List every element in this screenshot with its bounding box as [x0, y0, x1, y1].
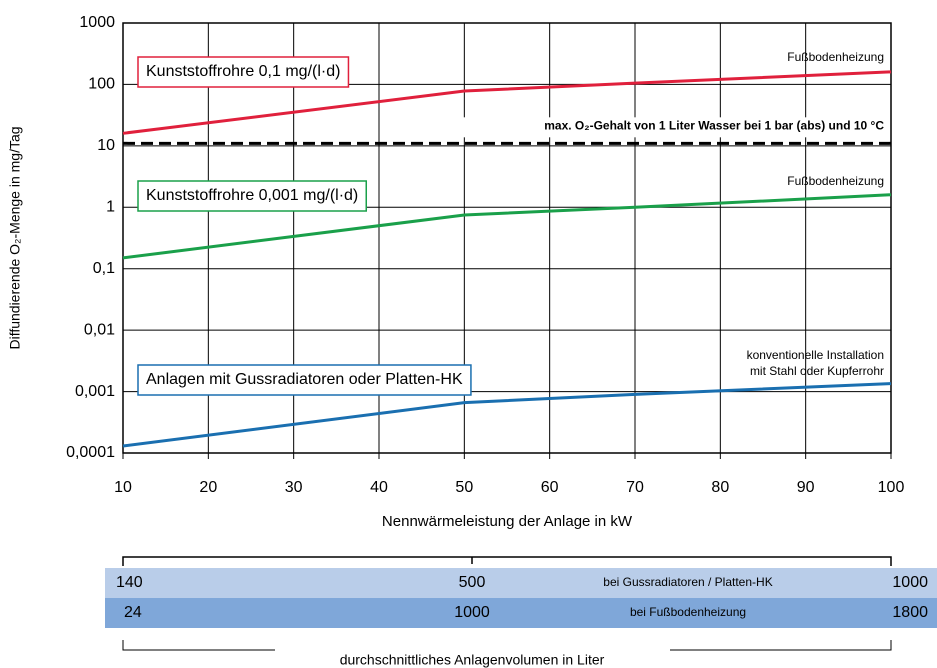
table-cell: bei Fußbodenheizung [630, 605, 746, 619]
x-tick-label: 30 [285, 479, 303, 496]
x-tick-label: 80 [711, 479, 729, 496]
legend-label: Kunststoffrohre 0,1 mg/(l·d) [146, 63, 340, 80]
table-cell: 1000 [892, 574, 928, 591]
y-tick-label: 1 [106, 199, 115, 216]
table-caption: durchschnittliches Anlagenvolumen in Lit… [340, 652, 605, 668]
x-axis-label: Nennwärmeleistung der Anlage in kW [382, 513, 633, 530]
series-line [122, 382, 892, 448]
table-cell: 140 [116, 574, 143, 591]
annotation: Fußbodenheizung [787, 174, 884, 188]
x-tick-label: 10 [114, 479, 132, 496]
x-tick-label: 90 [797, 479, 815, 496]
series-line [122, 193, 892, 260]
x-tick-label: 70 [626, 479, 644, 496]
legend-label: Anlagen mit Gussradiatoren oder Platten-… [146, 371, 463, 388]
y-tick-label: 0,1 [93, 260, 115, 277]
series-line [122, 70, 892, 135]
legend-label: Kunststoffrohre 0,001 mg/(l·d) [146, 187, 358, 204]
y-tick-label: 0,001 [75, 383, 115, 400]
y-tick-label: 10 [97, 137, 115, 154]
table-row-bg [105, 598, 937, 628]
x-tick-label: 100 [878, 479, 905, 496]
reference-label: max. O₂-Gehalt von 1 Liter Wasser bei 1 … [544, 118, 884, 132]
y-tick-label: 100 [88, 76, 115, 93]
label-bg [410, 117, 888, 138]
table-cell: bei Gussradiatoren / Platten-HK [603, 575, 772, 589]
table-row-bg [105, 568, 937, 598]
bracket [122, 640, 892, 651]
annotation: Fußbodenheizung [787, 50, 884, 64]
y-tick-label: 0,01 [84, 321, 115, 338]
table-cell: 500 [459, 574, 486, 591]
table-cell: 24 [124, 604, 142, 621]
legend-box [137, 364, 472, 396]
annotation: konventionelle Installation [747, 348, 884, 362]
bracket [122, 556, 892, 566]
y-axis-label: Diffundierende O₂-Menge in mg/Tag [7, 126, 23, 349]
legend-box [137, 56, 350, 88]
x-tick-label: 60 [541, 479, 559, 496]
table-cell: 1800 [892, 604, 928, 621]
x-tick-label: 50 [455, 479, 473, 496]
y-tick-label: 1000 [79, 14, 115, 31]
annotation: mit Stahl oder Kupferrohr [750, 364, 884, 378]
x-tick-label: 20 [199, 479, 217, 496]
y-tick-label: 0,0001 [66, 444, 115, 461]
table-cell: 1000 [454, 604, 490, 621]
x-tick-label: 40 [370, 479, 388, 496]
legend-box [137, 180, 367, 212]
